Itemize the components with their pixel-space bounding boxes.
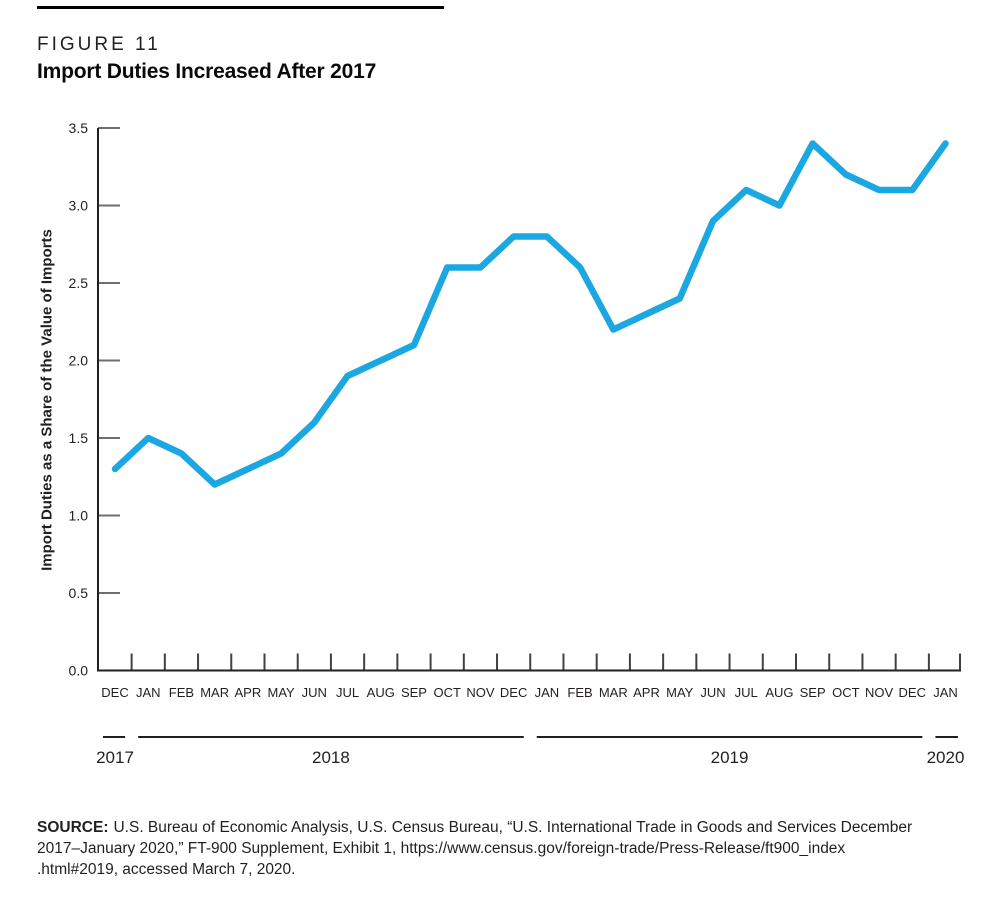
- month-label: APR: [235, 685, 262, 700]
- source-line: SOURCE: U.S. Bureau of Economic Analysis,…: [37, 817, 979, 838]
- month-label: JAN: [535, 685, 560, 700]
- y-tick-label: 3.5: [69, 120, 89, 136]
- month-label: APR: [633, 685, 660, 700]
- month-label: JUL: [735, 685, 758, 700]
- data-line: [111, 140, 949, 488]
- source-label: SOURCE:: [37, 819, 109, 836]
- year-label: 2020: [927, 748, 965, 767]
- figure-title: Import Duties Increased After 2017: [37, 60, 377, 83]
- y-tick-label: 2.5: [69, 275, 89, 291]
- figure-label: FIGURE 11: [37, 34, 161, 55]
- month-label: SEP: [401, 685, 427, 700]
- y-tick-label: 1.0: [69, 508, 89, 524]
- source-note: SOURCE: U.S. Bureau of Economic Analysis,…: [37, 817, 979, 880]
- month-label: JUN: [302, 685, 327, 700]
- month-label: JAN: [136, 685, 161, 700]
- y-tick-label: 0.0: [69, 663, 89, 679]
- source-text: U.S. Bureau of Economic Analysis, U.S. C…: [113, 819, 913, 836]
- month-label: MAR: [200, 685, 229, 700]
- y-tick-label: 2.0: [69, 353, 89, 369]
- y-tick-label: 1.5: [69, 430, 89, 446]
- source-line: 2017–January 2020,” FT-900 Supplement, E…: [37, 840, 846, 857]
- month-label: OCT: [433, 685, 461, 700]
- top-rule: [37, 6, 444, 9]
- year-label: 2019: [711, 748, 749, 767]
- month-label: NOV: [466, 685, 495, 700]
- month-label: NOV: [865, 685, 894, 700]
- month-label: MAY: [666, 685, 694, 700]
- month-label: FEB: [169, 685, 194, 700]
- month-label: JUN: [700, 685, 725, 700]
- month-label: JAN: [933, 685, 958, 700]
- month-label: DEC: [500, 685, 527, 700]
- month-label: DEC: [899, 685, 926, 700]
- y-tick-label: 0.5: [69, 585, 89, 601]
- month-label: AUG: [367, 685, 395, 700]
- month-label: SEP: [800, 685, 826, 700]
- month-label: MAY: [267, 685, 295, 700]
- month-label: AUG: [765, 685, 793, 700]
- month-label: FEB: [567, 685, 592, 700]
- month-label: MAR: [599, 685, 628, 700]
- y-tick-label: 3.0: [69, 198, 89, 214]
- month-label: DEC: [101, 685, 128, 700]
- month-label: JUL: [336, 685, 359, 700]
- year-label: 2018: [312, 748, 350, 767]
- month-label: OCT: [832, 685, 860, 700]
- source-line: .html#2019, accessed March 7, 2020.: [37, 861, 296, 878]
- year-label: 2017: [96, 748, 134, 767]
